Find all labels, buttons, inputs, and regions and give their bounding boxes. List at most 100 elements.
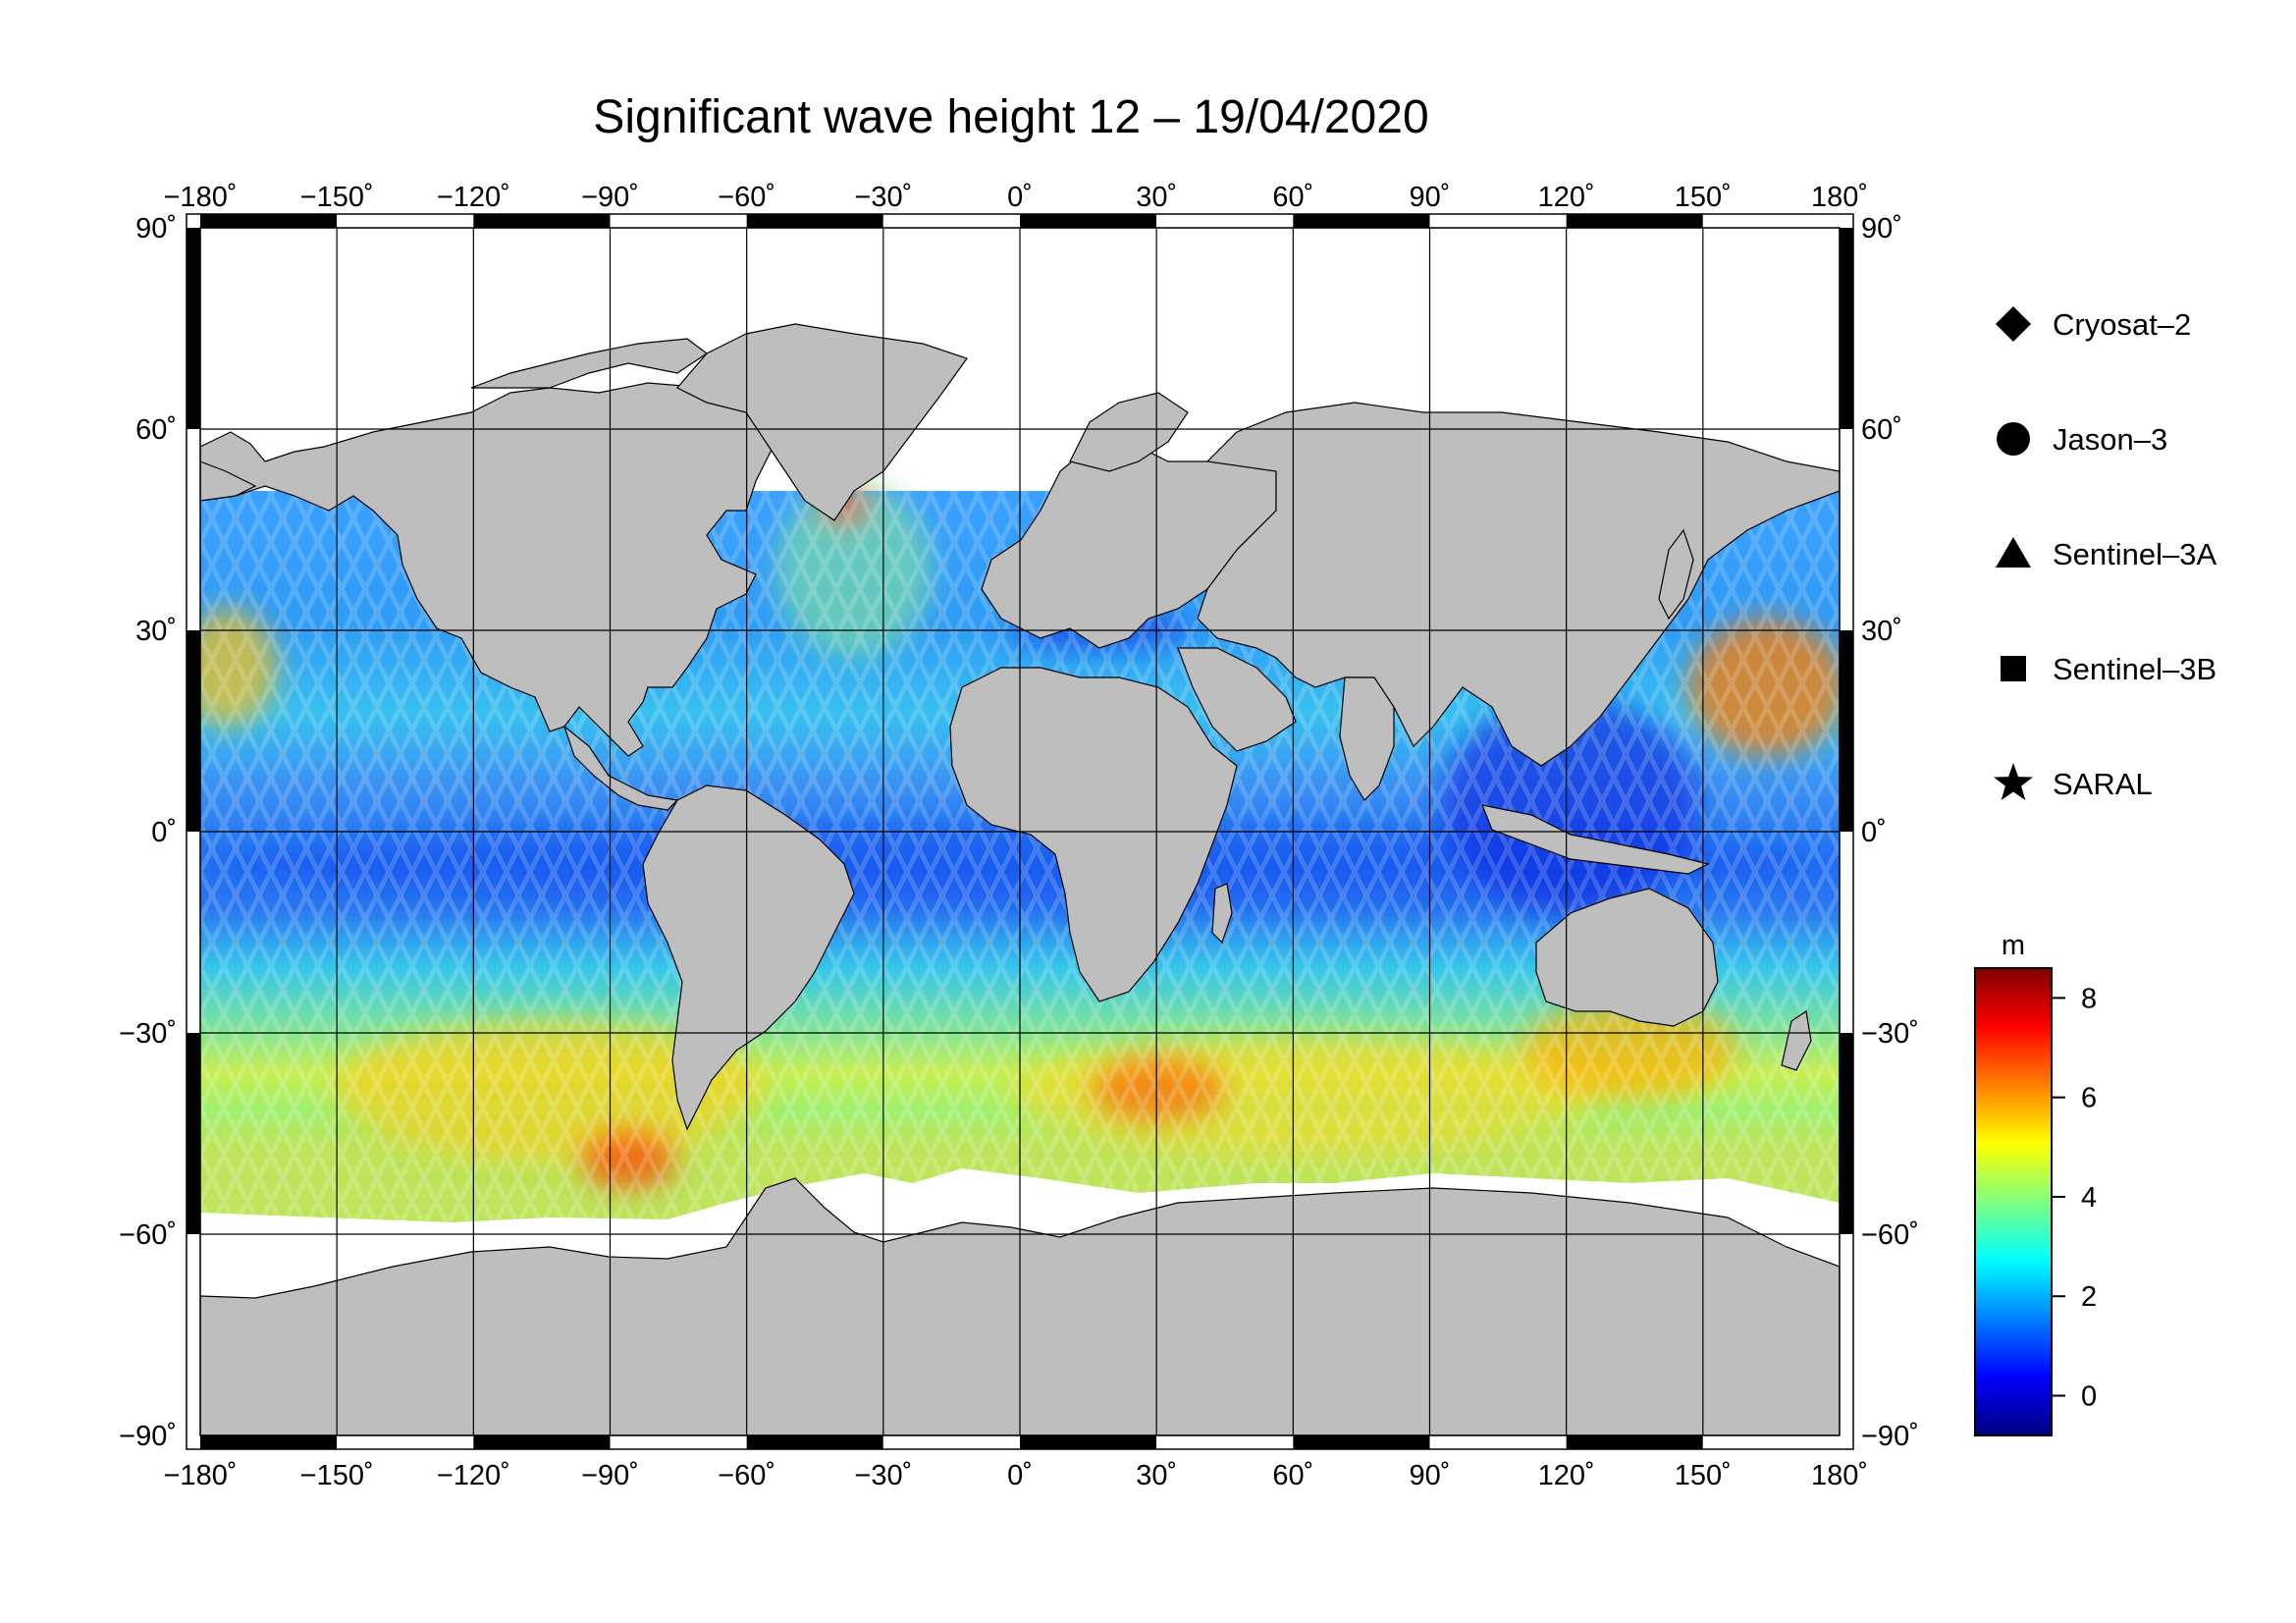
- lon-tick-label-bottom: −120˚: [437, 1460, 510, 1491]
- lat-tick-label-left: −30˚: [119, 1018, 177, 1050]
- legend-item-circle: Jason–3: [1997, 422, 2167, 457]
- colorbar-tick-label: 2: [2081, 1281, 2097, 1313]
- colorbar-tick-label: 4: [2081, 1182, 2097, 1214]
- land-scandinavia: [1069, 392, 1189, 472]
- lon-tick-label-bottom: −150˚: [300, 1460, 374, 1491]
- frame-band-top: [337, 214, 474, 228]
- frame-band-left: [187, 630, 200, 832]
- land-japan: [1658, 528, 1694, 621]
- frame-band-top: [1566, 214, 1703, 228]
- lon-tick-label-bottom: 30˚: [1136, 1460, 1177, 1491]
- legend-item-square: Sentinel–3B: [2001, 652, 2216, 686]
- frame-band-bottom: [1702, 1435, 1840, 1449]
- frame-band-right: [1840, 1234, 1853, 1435]
- frame-band-top: [882, 214, 1020, 228]
- legend-label: SARAL: [2053, 767, 2153, 801]
- lon-tick-label-top: −30˚: [854, 182, 912, 213]
- lon-tick-label-bottom: 120˚: [1538, 1460, 1595, 1491]
- frame-band-top: [1702, 214, 1840, 228]
- land-central-america: [562, 725, 679, 811]
- star-icon: [1994, 763, 2033, 800]
- satellite-legend: Cryosat–2 Jason–3 Sentinel–3A Sentinel–3B SA…: [1994, 306, 2217, 801]
- frame-band-right: [1840, 630, 1853, 832]
- lon-tick-label-top: −60˚: [718, 182, 775, 213]
- map-plot-area: [200, 228, 1840, 1435]
- land-india: [1339, 676, 1395, 801]
- lat-tick-label-right: 90˚: [1861, 213, 1902, 244]
- frame-band-bottom: [1020, 1435, 1157, 1449]
- frame-band-top: [1156, 214, 1294, 228]
- frame-band-top: [610, 214, 747, 228]
- legend-item-star: SARAL: [1994, 763, 2153, 801]
- lon-tick-label-top: 90˚: [1410, 182, 1451, 213]
- lat-tick-label-right: −60˚: [1861, 1219, 1919, 1251]
- lat-tick-label-left: 60˚: [135, 414, 177, 446]
- lat-tick-label-left: 0˚: [151, 817, 177, 848]
- colorbar-tick-label: 6: [2081, 1083, 2097, 1114]
- lat-tick-label-right: 0˚: [1861, 817, 1887, 848]
- land-madagascar: [1211, 883, 1233, 945]
- lon-tick-label-bottom: 150˚: [1675, 1460, 1732, 1491]
- frame-band-left: [187, 1234, 200, 1435]
- lat-tick-label-left: 30˚: [135, 616, 177, 647]
- lon-tick-label-bottom: 90˚: [1410, 1460, 1451, 1491]
- lon-tick-label-top: −120˚: [437, 182, 510, 213]
- legend-label: Sentinel–3A: [2053, 537, 2217, 571]
- frame-band-bottom: [1429, 1435, 1567, 1449]
- triangle-icon: [1996, 537, 2031, 568]
- land-east-siberia-wrap: [200, 460, 257, 502]
- frame-band-bottom: [473, 1435, 611, 1449]
- frame-band-bottom: [746, 1435, 883, 1449]
- legend-item-diamond: Cryosat–2: [1996, 306, 2191, 342]
- map-frame: [186, 213, 1854, 1450]
- lat-tick-label-right: 60˚: [1861, 414, 1902, 446]
- land-greenland: [676, 323, 968, 521]
- lon-tick-label-bottom: −90˚: [581, 1460, 639, 1491]
- frame-band-bottom: [337, 1435, 474, 1449]
- land-new-zealand: [1781, 1009, 1812, 1071]
- lat-tick-label-left: −90˚: [119, 1421, 177, 1452]
- land-arabia: [1177, 647, 1297, 752]
- frame-band-top: [1293, 214, 1430, 228]
- frame-band-left: [187, 429, 200, 630]
- colorbar-tick-label: 0: [2081, 1380, 2097, 1412]
- frame-band-bottom: [1566, 1435, 1703, 1449]
- lat-tick-label-left: −60˚: [119, 1219, 177, 1251]
- land-north-america: [200, 382, 786, 757]
- lon-tick-label-bottom: −60˚: [718, 1460, 775, 1491]
- legend-item-triangle: Sentinel–3A: [1996, 537, 2217, 571]
- land-asia: [1197, 402, 1840, 767]
- frame-band-bottom: [1293, 1435, 1430, 1449]
- frame-band-right: [1840, 832, 1853, 1033]
- lat-tick-label-right: −90˚: [1861, 1421, 1919, 1452]
- lon-tick-label-top: 0˚: [1007, 182, 1033, 213]
- frame-band-bottom: [610, 1435, 747, 1449]
- frame-band-bottom: [1156, 1435, 1294, 1449]
- diamond-icon: [1996, 306, 2031, 342]
- frame-band-right: [1840, 429, 1853, 630]
- land-africa: [949, 667, 1238, 1002]
- lon-tick-label-top: 180˚: [1811, 182, 1868, 213]
- frame-band-top: [473, 214, 611, 228]
- colorbar-ticks: 0 2 4 6 8: [2052, 983, 2097, 1412]
- chart-title: Significant wave height 12 – 19/04/2020: [593, 91, 1429, 143]
- legend-label: Jason–3: [2053, 422, 2167, 457]
- frame-band-left: [187, 832, 200, 1033]
- frame-band-right: [1840, 1033, 1853, 1234]
- square-icon: [2001, 656, 2026, 681]
- lon-tick-label-bottom: −180˚: [164, 1460, 238, 1491]
- lon-tick-label-top: −90˚: [581, 182, 639, 213]
- frame-band-bottom: [882, 1435, 1020, 1449]
- land-canadian-arctic: [470, 338, 709, 389]
- graticule: [200, 228, 1840, 1435]
- lon-tick-label-top: 30˚: [1136, 182, 1177, 213]
- colorbar-unit: m: [2002, 930, 2025, 961]
- axis-tick-labels: −180˚ −180˚ −150˚ −150˚ −120˚ −120˚ −90˚ −90˚ −6…: [119, 182, 1919, 1491]
- lon-tick-label-top: 60˚: [1272, 182, 1313, 213]
- land-south-america: [642, 784, 855, 1131]
- colorbar-tick-label: 8: [2081, 983, 2097, 1014]
- lon-tick-label-top: 120˚: [1538, 182, 1595, 213]
- frame-band-top: [1020, 214, 1157, 228]
- lon-tick-label-top: −150˚: [300, 182, 374, 213]
